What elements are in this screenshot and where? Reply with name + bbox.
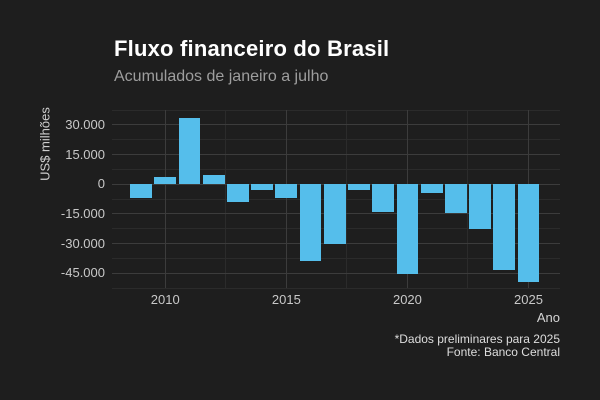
gridline-minor-h — [112, 168, 560, 170]
bar-2015 — [275, 184, 298, 199]
gridline-minor-h — [112, 257, 560, 259]
bar-2018 — [348, 184, 370, 191]
bar-2010 — [154, 176, 177, 185]
gridline-major-v — [285, 110, 287, 288]
y-tick--45.000: -45.000 — [60, 265, 105, 281]
gridline-major-h — [112, 124, 560, 126]
gridline-major-h — [112, 272, 560, 274]
gridline-minor-h — [112, 287, 560, 289]
chart-subtitle: Acumulados de janeiro a julho — [114, 68, 329, 85]
gridline-major-h — [112, 154, 560, 155]
source-caption: *Dados preliminares para 2025 Fonte: Ban… — [395, 333, 560, 359]
bar-2017 — [323, 184, 346, 245]
gridline-minor-v — [225, 110, 227, 288]
y-tick--30.000: -30.000 — [60, 235, 105, 251]
x-tick-2010: 2010 — [150, 292, 180, 307]
x-tick-2015: 2015 — [271, 292, 301, 307]
bar-2021 — [420, 184, 443, 193]
bar-2019 — [372, 184, 395, 213]
x-axis-title: Ano — [536, 310, 560, 325]
bar-2025 — [517, 184, 540, 283]
plot-area — [112, 109, 560, 289]
gridline-minor-v — [346, 110, 348, 288]
bar-2020 — [396, 184, 419, 275]
x-tick-2025: 2025 — [514, 292, 543, 307]
bar-2024 — [493, 184, 516, 270]
y-tick-15.000: 15.000 — [65, 146, 105, 162]
gridline-minor-h — [112, 109, 560, 111]
bar-2022 — [444, 184, 467, 214]
y-tick-0: 0 — [97, 176, 105, 192]
y-tick-30.000: 30.000 — [65, 116, 105, 132]
bar-2014 — [251, 184, 274, 190]
bar-2023 — [469, 184, 491, 230]
gridline-major-v — [164, 110, 166, 288]
caption-line-2: Fonte: Banco Central — [446, 345, 560, 359]
bar-2009 — [130, 184, 152, 198]
x-tick-2020: 2020 — [392, 292, 422, 307]
bar-2016 — [299, 184, 322, 262]
chart-title: Fluxo financeiro do Brasil — [114, 36, 390, 61]
y-tick--15.000: -15.000 — [60, 205, 105, 221]
gridline-minor-h — [112, 139, 560, 141]
bar-2011 — [178, 117, 201, 185]
bar-2013 — [227, 184, 249, 202]
bar-2012 — [202, 175, 225, 185]
caption-line-1: *Dados preliminares para 2025 — [394, 332, 560, 346]
gridline-minor-v — [467, 110, 469, 288]
